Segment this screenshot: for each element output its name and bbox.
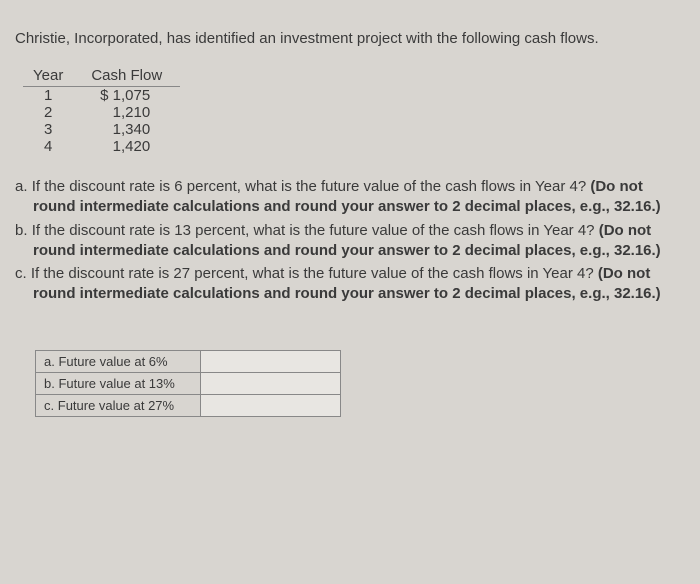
question-letter: c.: [15, 265, 27, 282]
cell-year: 3: [23, 121, 81, 138]
questions-block: a. If the discount rate is 6 percent, wh…: [15, 177, 685, 305]
answer-label-cell: b. Future value at 13%: [36, 372, 201, 394]
table-row: 3 1,340: [23, 121, 180, 138]
answer-row: c. Future value at 27%: [36, 394, 341, 416]
question-text: If the discount rate is 6 percent, what …: [32, 178, 587, 195]
question-a: a. If the discount rate is 6 percent, wh…: [15, 177, 685, 218]
question-letter: b.: [15, 222, 28, 239]
cashflow-table: Year Cash Flow 1 $ 1,075 2 1,210 3 1,340…: [23, 65, 180, 155]
answer-input-c[interactable]: [201, 394, 341, 416]
cell-cashflow: 1,210: [81, 104, 180, 121]
question-text: If the discount rate is 13 percent, what…: [32, 222, 595, 239]
answer-label: Future value at 13%: [58, 376, 174, 391]
cell-year: 4: [23, 138, 81, 155]
table-header-year: Year: [23, 65, 81, 87]
answer-input-b[interactable]: [201, 372, 341, 394]
answer-row: a. Future value at 6%: [36, 350, 341, 372]
cell-year: 1: [23, 87, 81, 105]
answer-label: Future value at 6%: [58, 354, 167, 369]
table-row: 4 1,420: [23, 138, 180, 155]
cell-cashflow: 1,340: [81, 121, 180, 138]
answer-row: b. Future value at 13%: [36, 372, 341, 394]
cell-year: 2: [23, 104, 81, 121]
question-b: b. If the discount rate is 13 percent, w…: [15, 221, 685, 262]
answer-label: Future value at 27%: [58, 398, 174, 413]
table-header-cashflow: Cash Flow: [81, 65, 180, 87]
table-row: 2 1,210: [23, 104, 180, 121]
cell-cashflow: 1,420: [81, 138, 180, 155]
answer-table: a. Future value at 6% b. Future value at…: [35, 350, 341, 417]
intro-text: Christie, Incorporated, has identified a…: [15, 30, 685, 47]
answer-letter: b.: [44, 376, 55, 391]
table-row: 1 $ 1,075: [23, 87, 180, 105]
question-letter: a.: [15, 178, 28, 195]
cell-cashflow: $ 1,075: [81, 87, 180, 105]
answer-letter: c.: [44, 398, 54, 413]
question-c: c. If the discount rate is 27 percent, w…: [15, 264, 685, 305]
answer-letter: a.: [44, 354, 55, 369]
answer-label-cell: c. Future value at 27%: [36, 394, 201, 416]
answer-input-a[interactable]: [201, 350, 341, 372]
question-text: If the discount rate is 27 percent, what…: [31, 265, 594, 282]
answer-label-cell: a. Future value at 6%: [36, 350, 201, 372]
